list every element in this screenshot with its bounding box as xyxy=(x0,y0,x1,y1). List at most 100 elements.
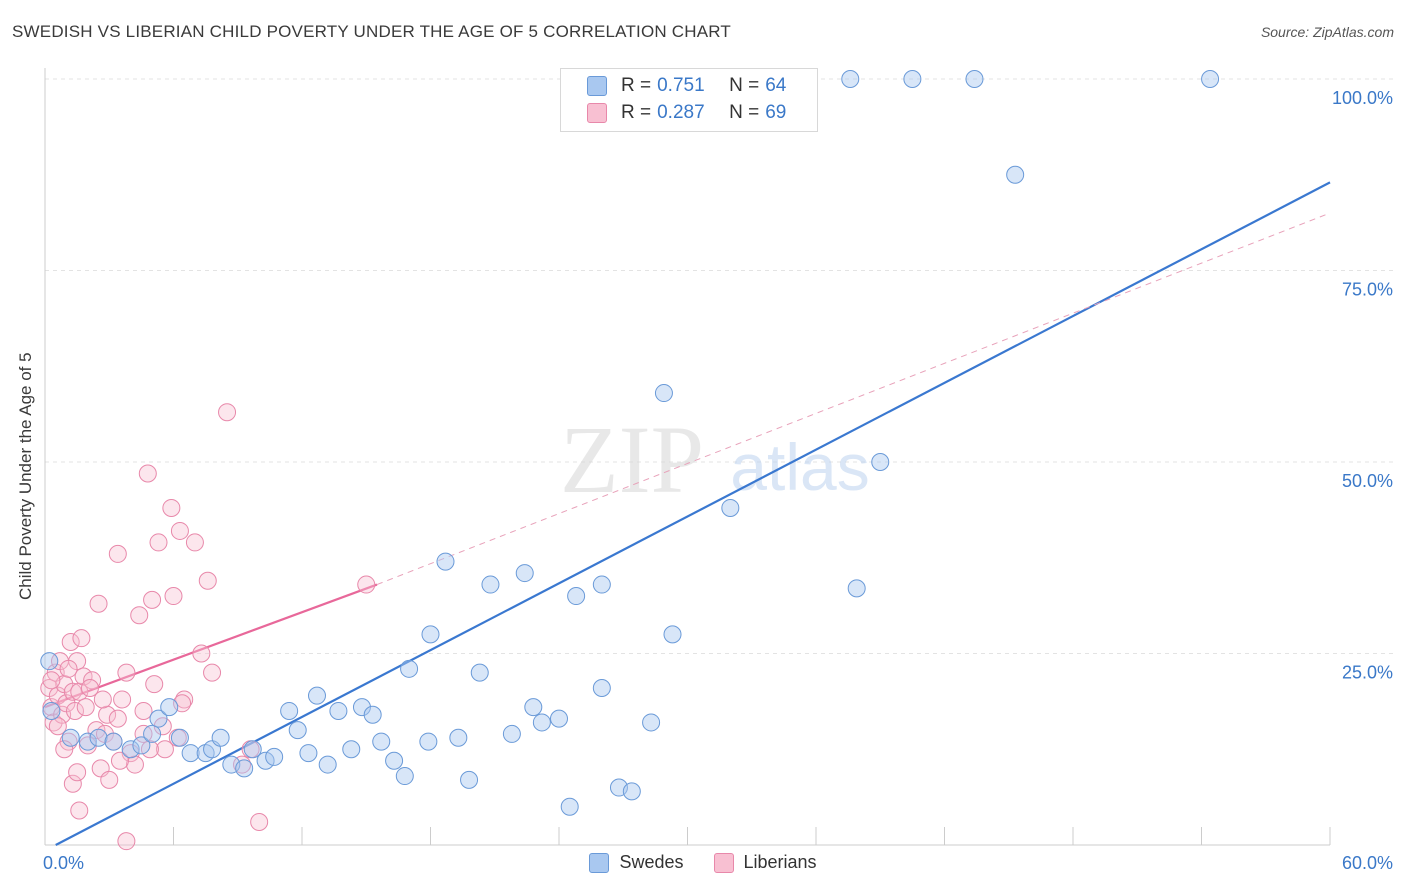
liberians-point xyxy=(108,544,127,563)
liberians-point xyxy=(121,744,140,763)
legend-r-value: 0.287 xyxy=(657,102,705,123)
liberians-point xyxy=(138,464,157,483)
chart-title: SWEDISH VS LIBERIAN CHILD POVERTY UNDER … xyxy=(12,22,732,41)
swedes-points xyxy=(40,70,1220,816)
swedes-point xyxy=(211,728,230,747)
liberians-point xyxy=(203,663,222,682)
swedes-point xyxy=(847,579,866,598)
swedes-point xyxy=(515,564,534,583)
swedes-point xyxy=(663,625,682,644)
swedes-point xyxy=(592,678,611,697)
legend-r-label: R = xyxy=(621,102,652,123)
swedes-point xyxy=(502,724,521,743)
liberians-point xyxy=(93,690,112,709)
liberians-point xyxy=(70,801,89,820)
legend-swatch-swedes xyxy=(587,76,607,96)
liberians-point xyxy=(42,698,61,717)
grid-lines xyxy=(45,78,1395,654)
swedes-point xyxy=(288,721,307,740)
watermark-atlas: atlas xyxy=(730,430,869,504)
swedes-point xyxy=(460,770,479,789)
liberians-point xyxy=(198,571,217,590)
liberians-points xyxy=(40,403,376,851)
swedes-point xyxy=(1201,70,1220,88)
legend-swatch-liberians xyxy=(587,103,607,123)
liberians-point xyxy=(61,633,80,652)
swedes-point xyxy=(256,751,275,770)
axes xyxy=(44,68,1331,846)
liberians-point xyxy=(89,594,108,613)
swedes-point xyxy=(642,713,661,732)
legend-item-swedes[interactable]: Swedes xyxy=(589,852,684,873)
swedes-point xyxy=(143,724,162,743)
watermark: ZIP atlas xyxy=(560,406,870,513)
swedes-point xyxy=(965,70,984,88)
swedes-point xyxy=(871,453,890,471)
swedes-point xyxy=(470,663,489,682)
y-tick-label: 75.0% xyxy=(1342,280,1393,300)
legend-item-liberians[interactable]: Liberians xyxy=(713,852,817,873)
liberians-point xyxy=(83,671,102,690)
swedes-point xyxy=(170,728,189,747)
swedes-point xyxy=(42,701,61,720)
swedes-point xyxy=(265,747,284,766)
liberians-point xyxy=(74,667,93,686)
liberians-point xyxy=(170,521,189,540)
liberians-point xyxy=(59,659,78,678)
liberians-point xyxy=(113,690,132,709)
source-label: Source: ZipAtlas.com xyxy=(1260,24,1394,40)
swedes-point xyxy=(372,732,391,751)
liberians-point xyxy=(55,740,74,759)
series-legend: Swedes Liberians xyxy=(0,852,1406,873)
swedes-point xyxy=(243,740,262,759)
liberians-point xyxy=(72,629,91,648)
liberians-point xyxy=(78,736,97,755)
legend-r-value: 0.751 xyxy=(657,75,705,96)
swedes-point xyxy=(235,759,254,778)
liberians-point xyxy=(117,663,136,682)
swedes-point xyxy=(524,698,543,717)
swedes-point xyxy=(481,575,500,594)
trend-lines xyxy=(44,181,1331,846)
swedes-point xyxy=(89,728,108,747)
trend-line-liberians-extended xyxy=(376,212,1331,586)
swedes-point xyxy=(592,575,611,594)
swedes-point xyxy=(421,625,440,644)
swedes-point xyxy=(363,705,382,724)
x-tick-label: 60.0% xyxy=(1342,853,1393,873)
swedes-point xyxy=(400,659,419,678)
swedes-point xyxy=(352,698,371,717)
swedes-point xyxy=(318,755,337,774)
liberians-point xyxy=(218,403,237,422)
liberians-point xyxy=(117,832,136,851)
liberians-point xyxy=(65,701,84,720)
liberians-point xyxy=(63,682,82,701)
liberians-point xyxy=(143,590,162,609)
swedes-point xyxy=(560,797,579,816)
trend-line-swedes xyxy=(55,181,1331,846)
y-tick-label: 50.0% xyxy=(1342,471,1393,491)
liberians-point xyxy=(155,740,174,759)
liberians-point xyxy=(162,498,181,517)
swedes-point xyxy=(550,709,568,728)
legend-row-liberians: R = 0.287 N = 69 xyxy=(587,102,786,124)
liberians-point xyxy=(145,675,164,694)
liberians-point xyxy=(42,671,61,690)
swedes-point xyxy=(61,728,80,747)
x-tick-label: 0.0% xyxy=(43,853,84,873)
swedes-point xyxy=(299,744,318,763)
swedes-point xyxy=(841,70,860,88)
swedes-point xyxy=(132,736,151,755)
liberians-point xyxy=(134,701,153,720)
swedes-point xyxy=(903,70,922,88)
tick-labels: 25.0% 50.0% 75.0% 100.0% 0.0% 60.0% xyxy=(43,88,1393,873)
liberians-point xyxy=(63,774,82,793)
legend-swatch-swedes xyxy=(589,852,610,873)
liberians-point xyxy=(149,533,168,552)
liberians-point xyxy=(164,587,183,606)
swedes-point xyxy=(436,552,455,571)
watermark-zip: ZIP xyxy=(560,406,704,513)
stats-legend: R = 0.751 N = 64 R = 0.287 N = 69 xyxy=(560,68,818,132)
swedes-point xyxy=(181,744,200,763)
